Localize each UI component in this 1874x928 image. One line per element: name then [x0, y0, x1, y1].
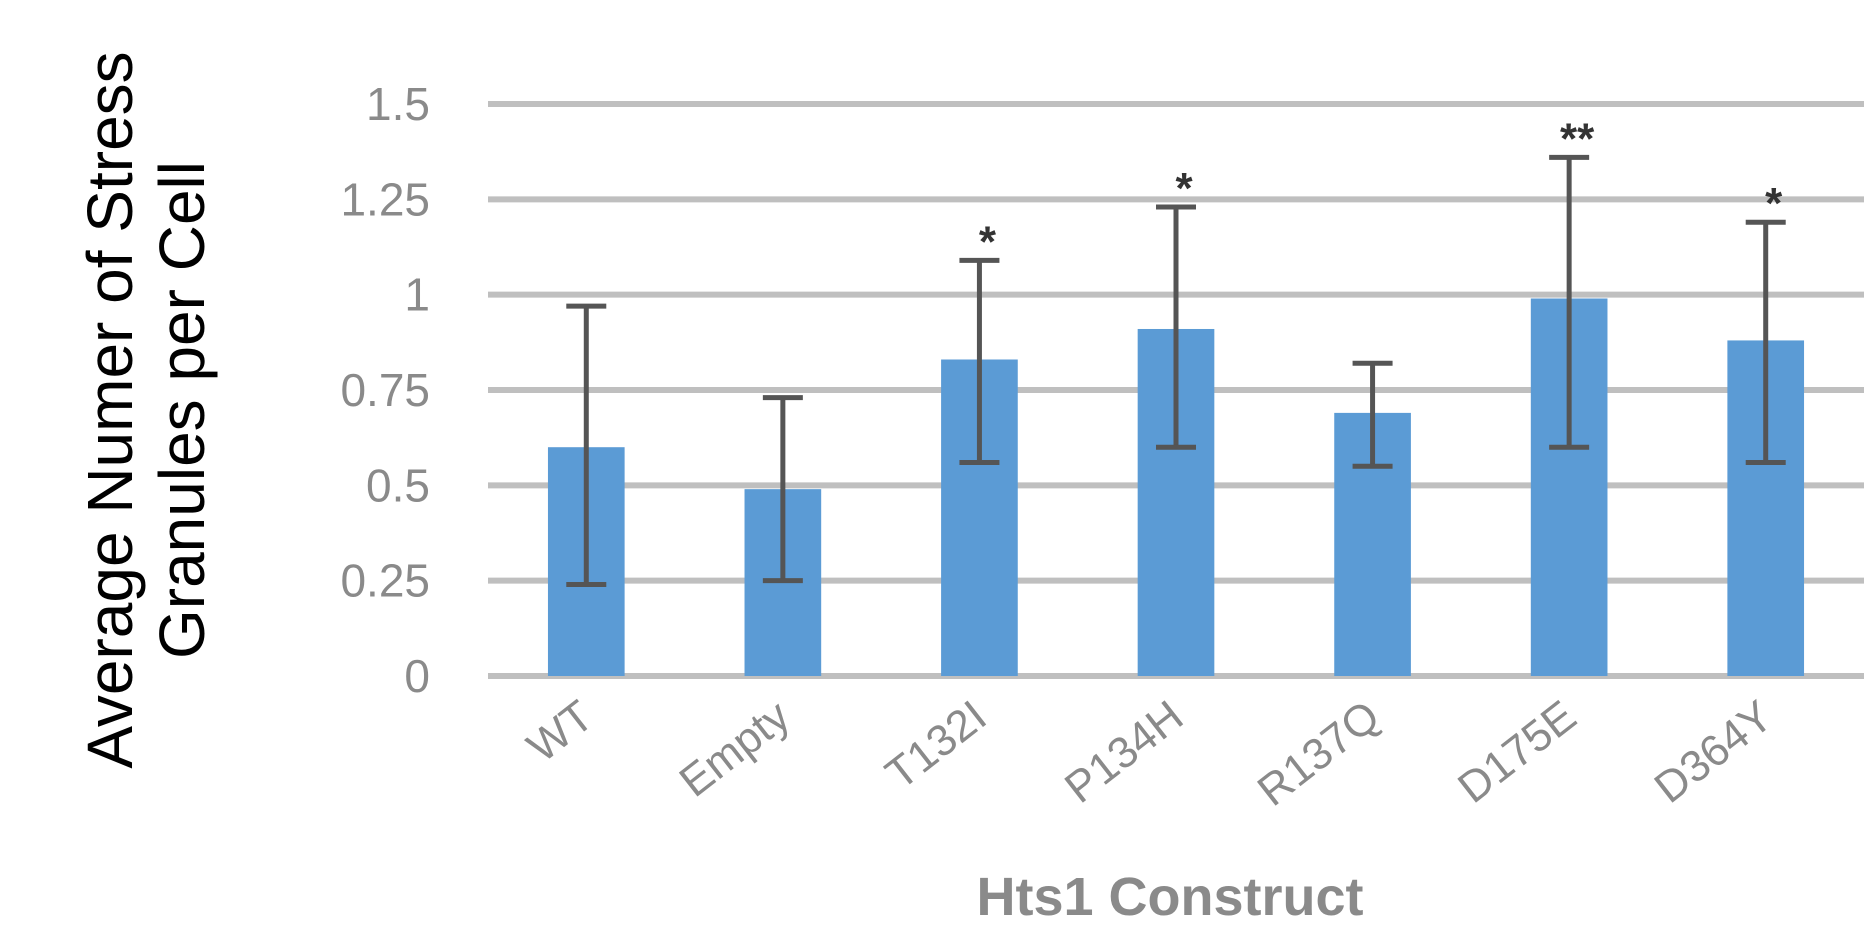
y-tick-label: 0.25: [340, 555, 430, 607]
significance-marker: *: [1765, 179, 1783, 228]
significance-marker: *: [979, 217, 997, 266]
y-tick-label: 0.75: [340, 364, 430, 416]
error-bars: [566, 154, 1786, 587]
y-axis-label: Average Numer of Stress Granules per Cel…: [74, 51, 218, 768]
error-bar: [762, 395, 803, 584]
error-bar: [959, 257, 1000, 465]
x-category-label: T132I: [877, 691, 996, 799]
x-category-label: D364Y: [1646, 691, 1782, 812]
x-category-label: D175E: [1449, 691, 1585, 812]
y-tick-label: 1: [404, 269, 430, 321]
x-axis-label: Hts1 Construct: [976, 867, 1363, 927]
significance-marker: **: [1560, 114, 1595, 163]
x-axis-categories: WT Empty T132I P134H R137Q D175E D364Y: [518, 691, 1782, 815]
error-bar: [1745, 219, 1786, 465]
y-tick-label: 0.5: [366, 459, 430, 511]
y-axis-ticks: 0 0.25 0.5 0.75 1 1.25 1.5: [340, 78, 430, 702]
y-axis-label-line-1: Average Numer of Stress: [74, 51, 146, 768]
significance-markers: *****: [979, 114, 1783, 266]
x-category-label: P134H: [1056, 691, 1192, 812]
y-tick-label: 1.25: [340, 173, 430, 225]
error-bar: [566, 303, 607, 587]
error-bar: [1156, 204, 1196, 450]
error-bar: [1549, 154, 1590, 450]
x-category-label: R137Q: [1249, 691, 1389, 815]
x-category-label: WT: [518, 691, 602, 772]
significance-marker: *: [1175, 164, 1193, 213]
x-category-label: Empty: [671, 691, 799, 806]
y-tick-label: 1.5: [366, 78, 430, 130]
y-axis-label-line-2: Granules per Cell: [146, 161, 218, 659]
y-tick-label: 0: [404, 650, 430, 702]
error-bar: [1352, 360, 1393, 469]
